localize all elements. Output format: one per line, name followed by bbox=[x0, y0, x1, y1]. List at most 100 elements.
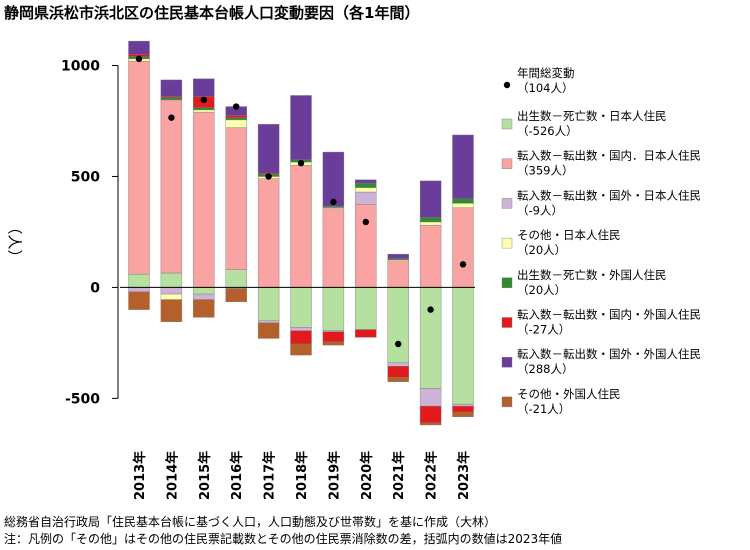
bar-segment bbox=[452, 403, 474, 407]
bar-segment bbox=[322, 208, 345, 288]
total-point bbox=[362, 218, 369, 226]
x-tick-label: 2016年 bbox=[229, 451, 245, 500]
bar-segment bbox=[419, 217, 442, 223]
legend-swatch bbox=[501, 277, 513, 288]
legend-series-value: （-9人） bbox=[517, 203, 563, 217]
bar-segment bbox=[290, 165, 312, 288]
bar-segment bbox=[193, 293, 215, 300]
bar-segment bbox=[225, 127, 247, 270]
bar-segment bbox=[160, 287, 183, 295]
bar-segment bbox=[355, 203, 377, 288]
x-tick-label: 2013年 bbox=[132, 451, 148, 500]
bar-segment bbox=[193, 107, 215, 111]
x-tick-label: 2019年 bbox=[326, 451, 342, 500]
bar-segment bbox=[290, 95, 312, 161]
bar-segment bbox=[128, 40, 150, 55]
bar-segment bbox=[322, 151, 345, 207]
y-tick-label: 0 bbox=[90, 280, 100, 296]
x-tick-label: 2022年 bbox=[424, 451, 440, 500]
bar-segment bbox=[193, 299, 215, 318]
total-point bbox=[233, 103, 240, 110]
legend-total-value: （104人） bbox=[517, 81, 573, 95]
bar-segment bbox=[257, 178, 280, 288]
y-tick-label: 1000 bbox=[61, 59, 100, 75]
x-tick-label: 2014年 bbox=[164, 451, 180, 500]
total-point bbox=[459, 261, 467, 268]
bar-segment bbox=[355, 191, 377, 205]
legend-series-value: （-27人） bbox=[517, 323, 570, 337]
bar-segment bbox=[419, 422, 442, 426]
bar-segment bbox=[128, 291, 150, 310]
bar-segment bbox=[193, 78, 215, 97]
bar-segment bbox=[387, 377, 409, 382]
bar-segment bbox=[160, 97, 183, 101]
x-tick-label: 2021年 bbox=[391, 451, 407, 500]
x-tick-label: 2023年 bbox=[456, 451, 472, 500]
bar-segment bbox=[257, 322, 280, 339]
total-point bbox=[297, 159, 305, 167]
legend-swatch bbox=[501, 118, 513, 130]
bar-segment bbox=[419, 405, 442, 423]
bar-segment bbox=[160, 99, 183, 274]
legend-swatch bbox=[501, 198, 513, 209]
source-note: 総務省自治行政局「住民基本台帳に基づく人口，人口動態及び世帯数」を基に作成（大林… bbox=[4, 515, 497, 529]
bar-segment bbox=[225, 269, 247, 288]
bar-segment bbox=[290, 343, 312, 356]
bar-segment bbox=[322, 287, 345, 331]
bar-segment bbox=[193, 287, 215, 295]
total-point bbox=[427, 306, 434, 313]
legend-series-name: その他・外国人住民 bbox=[517, 387, 621, 401]
bar-segment bbox=[160, 79, 183, 97]
bar-segment bbox=[322, 341, 345, 346]
legend-swatch bbox=[501, 237, 513, 249]
total-point bbox=[395, 340, 402, 348]
bar-segment bbox=[452, 134, 474, 200]
total-point bbox=[330, 198, 337, 206]
bar-segment bbox=[225, 119, 247, 128]
total-point bbox=[135, 55, 143, 63]
bar-segment bbox=[257, 320, 280, 324]
bar-segment bbox=[290, 327, 312, 331]
bar-segment bbox=[193, 111, 215, 288]
legend-series-value: （288人） bbox=[517, 362, 573, 376]
bar-segment bbox=[419, 221, 442, 226]
bar-segment bbox=[387, 287, 409, 364]
total-point bbox=[200, 96, 207, 104]
bar-segment bbox=[452, 287, 474, 405]
x-tick-label: 2017年 bbox=[262, 451, 278, 500]
bar-segment bbox=[355, 329, 377, 338]
x-tick-label: 2020年 bbox=[359, 451, 375, 500]
bar-segment bbox=[452, 198, 474, 204]
legend-series-name: 転入数－転出数・国内・外国人住民 bbox=[517, 308, 701, 322]
legend-series-value: （359人） bbox=[517, 164, 573, 178]
source-notes: 総務省自治行政局「住民基本台帳に基づく人口，人口動態及び世帯数」を基に作成（大林… bbox=[4, 514, 562, 548]
bar-segment bbox=[355, 182, 377, 188]
legend-series-name: 転入数－転出数・国内．日本人住民 bbox=[517, 149, 701, 163]
bar-segment bbox=[419, 225, 442, 288]
bar-segment bbox=[452, 411, 474, 417]
chart-title: 静岡県浜松市浜北区の住民基本台帳人口変動要因（各1年間） bbox=[4, 4, 420, 22]
bar-segment bbox=[419, 388, 442, 407]
total-point bbox=[168, 114, 175, 121]
legend-swatch bbox=[501, 396, 513, 408]
bar-segment bbox=[225, 288, 247, 303]
legend-series-value: （-21人） bbox=[517, 402, 570, 416]
legend-series-name: 出生数－死亡数・外国人住民 bbox=[517, 268, 667, 282]
bar-segment bbox=[387, 260, 409, 288]
bar-segment bbox=[355, 179, 377, 184]
bar-segment bbox=[452, 203, 474, 208]
bar-segment bbox=[290, 287, 312, 328]
legend-swatch bbox=[501, 357, 513, 368]
bar-segment bbox=[225, 117, 247, 121]
legend-total-marker bbox=[503, 81, 511, 89]
bar-segment bbox=[160, 272, 183, 288]
x-tick-label: 2018年 bbox=[294, 451, 310, 500]
bar-segment bbox=[160, 293, 183, 300]
bar-segment bbox=[387, 253, 409, 259]
bar-segment bbox=[452, 405, 474, 413]
legend-series-name: 転入数－転出数・国外・外国人住民 bbox=[517, 347, 701, 361]
legend-swatch bbox=[501, 317, 513, 328]
bar-segment bbox=[257, 124, 280, 174]
bar-segment bbox=[387, 365, 409, 378]
